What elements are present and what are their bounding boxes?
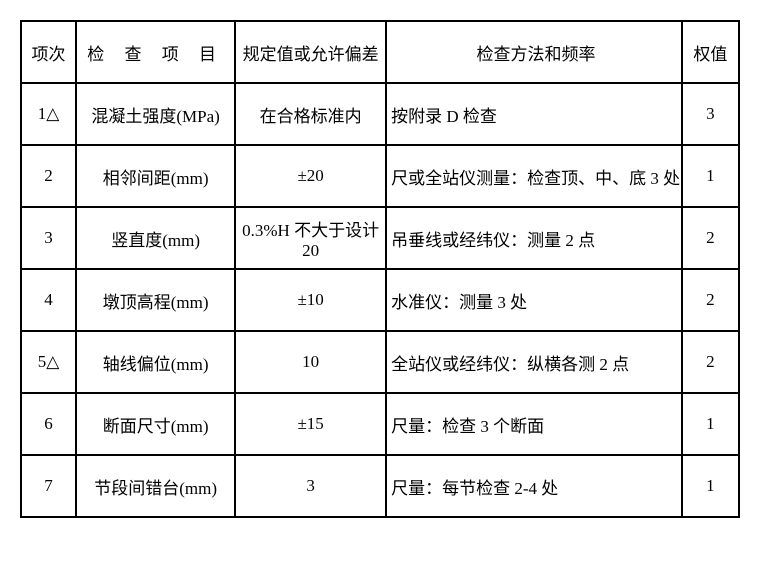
cell-index: 7 [21,455,76,517]
cell-index: 6 [21,393,76,455]
cell-weight: 1 [682,145,739,207]
header-item: 检 查 项 目 [76,21,235,83]
cell-item: 断面尺寸(mm) [76,393,235,455]
cell-index: 2 [21,145,76,207]
cell-index: 4 [21,269,76,331]
cell-item: 竖直度(mm) [76,207,235,269]
cell-weight: 2 [682,269,739,331]
table-row: 6 断面尺寸(mm) ±15 尺量：检查 3 个断面 1 [21,393,739,455]
table-header-row: 项次 检 查 项 目 规定值或允许偏差 检查方法和频率 权值 [21,21,739,83]
table-row: 7 节段间错台(mm) 3 尺量：每节检查 2-4 处 1 [21,455,739,517]
cell-weight: 1 [682,455,739,517]
cell-spec: 0.3%H 不大于设计 20 [235,207,386,269]
cell-method: 吊垂线或经纬仪：测量 2 点 [386,207,682,269]
cell-method: 尺量：检查 3 个断面 [386,393,682,455]
cell-item: 轴线偏位(mm) [76,331,235,393]
table-row: 2 相邻间距(mm) ±20 尺或全站仪测量：检查顶、中、底 3 处 1 [21,145,739,207]
cell-method: 水准仪：测量 3 处 [386,269,682,331]
table-row: 4 墩顶高程(mm) ±10 水准仪：测量 3 处 2 [21,269,739,331]
cell-method: 按附录 D 检查 [386,83,682,145]
cell-weight: 2 [682,207,739,269]
cell-weight: 2 [682,331,739,393]
header-spec: 规定值或允许偏差 [235,21,386,83]
cell-method: 全站仪或经纬仪：纵横各测 2 点 [386,331,682,393]
header-index: 项次 [21,21,76,83]
inspection-table: 项次 检 查 项 目 规定值或允许偏差 检查方法和频率 权值 1△ 混凝土强度(… [20,20,740,518]
cell-index: 5△ [21,331,76,393]
cell-item: 节段间错台(mm) [76,455,235,517]
table-row: 5△ 轴线偏位(mm) 10 全站仪或经纬仪：纵横各测 2 点 2 [21,331,739,393]
cell-method: 尺或全站仪测量：检查顶、中、底 3 处 [386,145,682,207]
table-row: 3 竖直度(mm) 0.3%H 不大于设计 20 吊垂线或经纬仪：测量 2 点 … [21,207,739,269]
cell-spec: ±10 [235,269,386,331]
header-method: 检查方法和频率 [386,21,682,83]
cell-index: 1△ [21,83,76,145]
cell-spec: 10 [235,331,386,393]
cell-method: 尺量：每节检查 2-4 处 [386,455,682,517]
cell-item: 墩顶高程(mm) [76,269,235,331]
table-row: 1△ 混凝土强度(MPa) 在合格标准内 按附录 D 检查 3 [21,83,739,145]
cell-spec: ±15 [235,393,386,455]
cell-spec: 在合格标准内 [235,83,386,145]
cell-weight: 1 [682,393,739,455]
cell-weight: 3 [682,83,739,145]
cell-spec: 3 [235,455,386,517]
cell-item: 相邻间距(mm) [76,145,235,207]
cell-spec: ±20 [235,145,386,207]
cell-item: 混凝土强度(MPa) [76,83,235,145]
header-weight: 权值 [682,21,739,83]
cell-index: 3 [21,207,76,269]
